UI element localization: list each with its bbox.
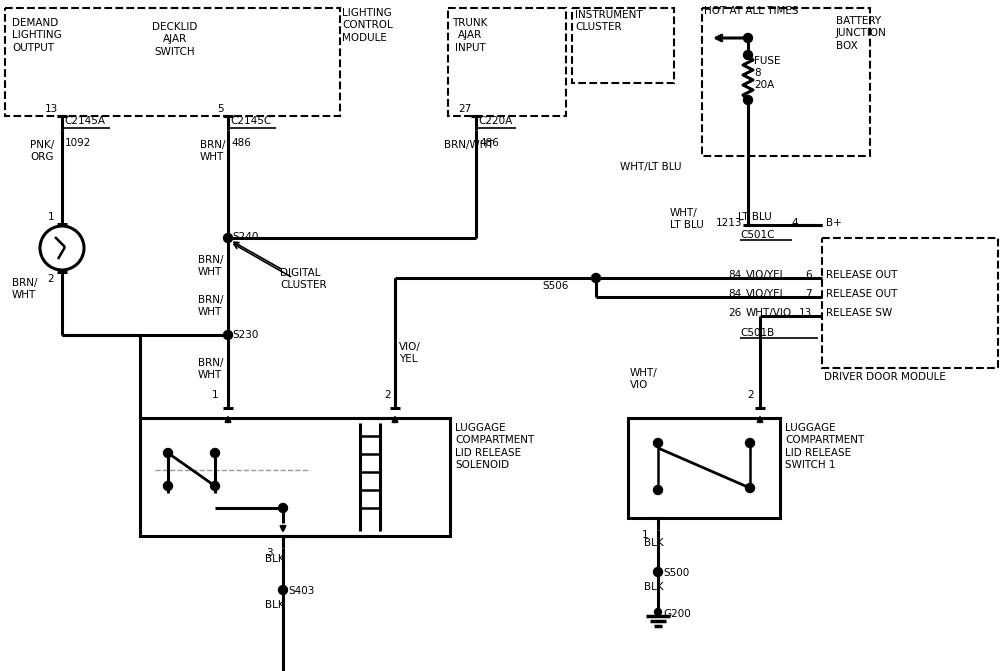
- Circle shape: [163, 448, 172, 458]
- Circle shape: [163, 482, 172, 491]
- Text: 5: 5: [217, 104, 223, 114]
- Circle shape: [742, 50, 752, 60]
- Circle shape: [279, 503, 288, 513]
- Text: BRN/
WHT: BRN/ WHT: [12, 278, 37, 301]
- Text: S403: S403: [288, 586, 314, 596]
- Bar: [5, 8, 340, 116]
- Text: C501C: C501C: [739, 230, 774, 240]
- Circle shape: [223, 234, 232, 242]
- Circle shape: [653, 439, 662, 448]
- Text: 486: 486: [479, 138, 498, 148]
- Text: VIO/
YEL: VIO/ YEL: [399, 342, 421, 364]
- Text: S500: S500: [662, 568, 688, 578]
- Circle shape: [210, 448, 219, 458]
- Text: B+: B+: [826, 218, 841, 228]
- Text: WHT/VIO: WHT/VIO: [745, 308, 792, 318]
- Text: 7: 7: [805, 289, 812, 299]
- Text: 27: 27: [458, 104, 472, 114]
- Circle shape: [591, 274, 600, 282]
- Text: 2: 2: [384, 390, 391, 400]
- Text: S506: S506: [541, 281, 568, 291]
- Text: WHT/
VIO: WHT/ VIO: [629, 368, 657, 391]
- Text: LT BLU: LT BLU: [737, 212, 771, 222]
- Text: 84: 84: [728, 270, 741, 280]
- Text: 4: 4: [791, 218, 798, 228]
- Text: BRN/
WHT: BRN/ WHT: [199, 140, 225, 162]
- Text: TRUNK
AJAR
INPUT: TRUNK AJAR INPUT: [452, 18, 487, 53]
- Bar: [822, 238, 997, 368]
- Bar: [701, 8, 869, 156]
- Text: 20A: 20A: [754, 80, 774, 90]
- Text: C501B: C501B: [739, 328, 774, 338]
- Text: PNK/
ORG: PNK/ ORG: [30, 140, 54, 162]
- Circle shape: [742, 95, 752, 105]
- Circle shape: [742, 34, 752, 42]
- Text: 2: 2: [47, 274, 54, 284]
- Text: RELEASE OUT: RELEASE OUT: [826, 270, 897, 280]
- Circle shape: [653, 568, 662, 576]
- Text: C220A: C220A: [478, 116, 512, 126]
- Text: BRN/
WHT: BRN/ WHT: [197, 255, 223, 277]
- Text: 1092: 1092: [65, 138, 91, 148]
- Text: DECKLID
AJAR
SWITCH: DECKLID AJAR SWITCH: [152, 22, 197, 57]
- Text: VIO/YEL: VIO/YEL: [745, 270, 786, 280]
- Text: 26: 26: [728, 308, 741, 318]
- Circle shape: [744, 439, 754, 448]
- Text: RELEASE OUT: RELEASE OUT: [826, 289, 897, 299]
- Text: HOT AT ALL TIMES: HOT AT ALL TIMES: [703, 6, 798, 16]
- Bar: [571, 8, 673, 83]
- Text: LIGHTING
CONTROL
MODULE: LIGHTING CONTROL MODULE: [342, 8, 393, 43]
- Text: BATTERY
JUNCTION
BOX: BATTERY JUNCTION BOX: [835, 16, 886, 51]
- Circle shape: [653, 486, 662, 495]
- Text: 13: 13: [45, 104, 58, 114]
- Text: DRIVER DOOR MODULE: DRIVER DOOR MODULE: [824, 372, 945, 382]
- Text: C2145A: C2145A: [64, 116, 105, 126]
- Text: S230: S230: [231, 330, 259, 340]
- Text: DEMAND
LIGHTING
OUTPUT: DEMAND LIGHTING OUTPUT: [12, 18, 62, 53]
- Text: 6: 6: [805, 270, 812, 280]
- Text: 3: 3: [267, 548, 273, 558]
- Circle shape: [210, 482, 219, 491]
- Text: FUSE: FUSE: [754, 56, 780, 66]
- Text: 1213: 1213: [715, 218, 741, 228]
- Bar: [627, 418, 780, 518]
- Text: C2145C: C2145C: [229, 116, 271, 126]
- Circle shape: [223, 331, 232, 340]
- Text: LUGGAGE
COMPARTMENT
LID RELEASE
SWITCH 1: LUGGAGE COMPARTMENT LID RELEASE SWITCH 1: [785, 423, 864, 470]
- Text: 1: 1: [47, 212, 54, 222]
- Text: RELEASE SW: RELEASE SW: [826, 308, 892, 318]
- Text: VIO/YEL: VIO/YEL: [745, 289, 786, 299]
- Text: WHT/
LT BLU: WHT/ LT BLU: [669, 208, 703, 230]
- Bar: [140, 418, 450, 536]
- Text: 486: 486: [230, 138, 250, 148]
- Text: BLK: BLK: [265, 554, 285, 564]
- Text: DIGITAL
CLUSTER: DIGITAL CLUSTER: [280, 268, 327, 291]
- Circle shape: [279, 586, 288, 595]
- Text: 8: 8: [754, 68, 760, 78]
- Text: WHT/LT BLU: WHT/LT BLU: [619, 162, 680, 172]
- Circle shape: [744, 484, 754, 493]
- Text: LUGGAGE
COMPARTMENT
LID RELEASE
SOLENOID: LUGGAGE COMPARTMENT LID RELEASE SOLENOID: [455, 423, 534, 470]
- Text: G200: G200: [662, 609, 690, 619]
- Text: 2: 2: [746, 390, 754, 400]
- Text: 13: 13: [798, 308, 812, 318]
- Text: BRN/WHT: BRN/WHT: [444, 140, 493, 150]
- Text: S240: S240: [231, 232, 259, 242]
- Text: INSTRUMENT
CLUSTER: INSTRUMENT CLUSTER: [574, 10, 642, 32]
- Text: BRN/
WHT: BRN/ WHT: [197, 295, 223, 317]
- Text: BRN/
WHT: BRN/ WHT: [197, 358, 223, 380]
- Text: BLK: BLK: [643, 538, 663, 548]
- Text: 1: 1: [640, 530, 647, 540]
- Text: 84: 84: [728, 289, 741, 299]
- Text: BLK: BLK: [643, 582, 663, 592]
- Bar: [448, 8, 565, 116]
- Text: BLK: BLK: [265, 600, 285, 610]
- Circle shape: [654, 609, 661, 615]
- Text: 1: 1: [211, 390, 217, 400]
